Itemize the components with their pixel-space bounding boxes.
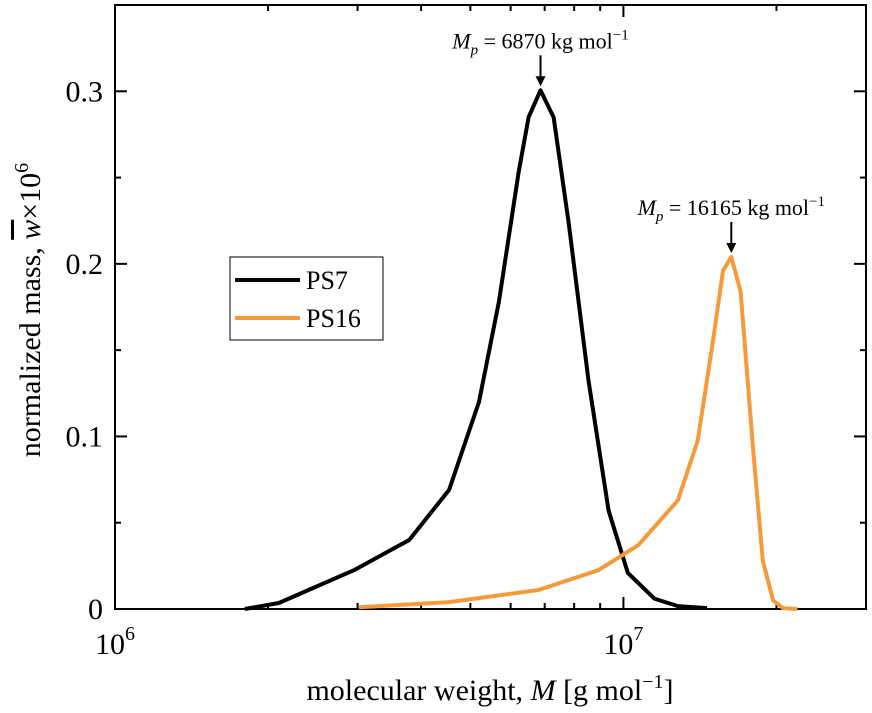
annotation-sub: p	[655, 209, 664, 225]
x-tick-label: 107	[603, 623, 643, 661]
x-tick-base: 10	[603, 628, 633, 661]
annotation-var: M	[637, 195, 658, 220]
annotation-text: = 6870 kg mol	[478, 28, 613, 53]
plot-frame	[114, 4, 867, 610]
series-line	[358, 255, 798, 611]
y-tick-label: 0.2	[66, 248, 104, 281]
y-tick-label: 0	[88, 593, 103, 626]
y-tick-label: 0.1	[66, 420, 104, 453]
y-tick-label: 0.3	[66, 75, 104, 108]
legend-label: PS16	[306, 304, 361, 333]
x-axis-label: molecular weight, M [g mol−1]	[306, 671, 673, 707]
x-tick-base: 10	[95, 628, 125, 661]
annotation-var: M	[451, 28, 472, 53]
x-tick-exponent: 7	[633, 623, 643, 645]
legend-box	[229, 256, 384, 341]
annotation-sup: −1	[809, 194, 825, 210]
annotation-sup: −1	[613, 27, 629, 43]
series-line	[244, 88, 708, 611]
x-tick-label: 106	[95, 623, 135, 661]
x-tick-exponent: 6	[125, 623, 135, 645]
annotation-arrowhead	[726, 242, 737, 253]
legend-label: PS7	[306, 266, 348, 295]
annotation: Mp = 16165 kg mol−1	[637, 194, 825, 225]
y-axis-label: normalized mass, w×106	[11, 163, 47, 457]
annotation-sub: p	[470, 42, 479, 58]
annotation: Mp = 6870 kg mol−1	[451, 27, 628, 58]
annotation-arrowhead	[535, 76, 546, 87]
annotation-text: = 16165 kg mol	[663, 195, 809, 220]
